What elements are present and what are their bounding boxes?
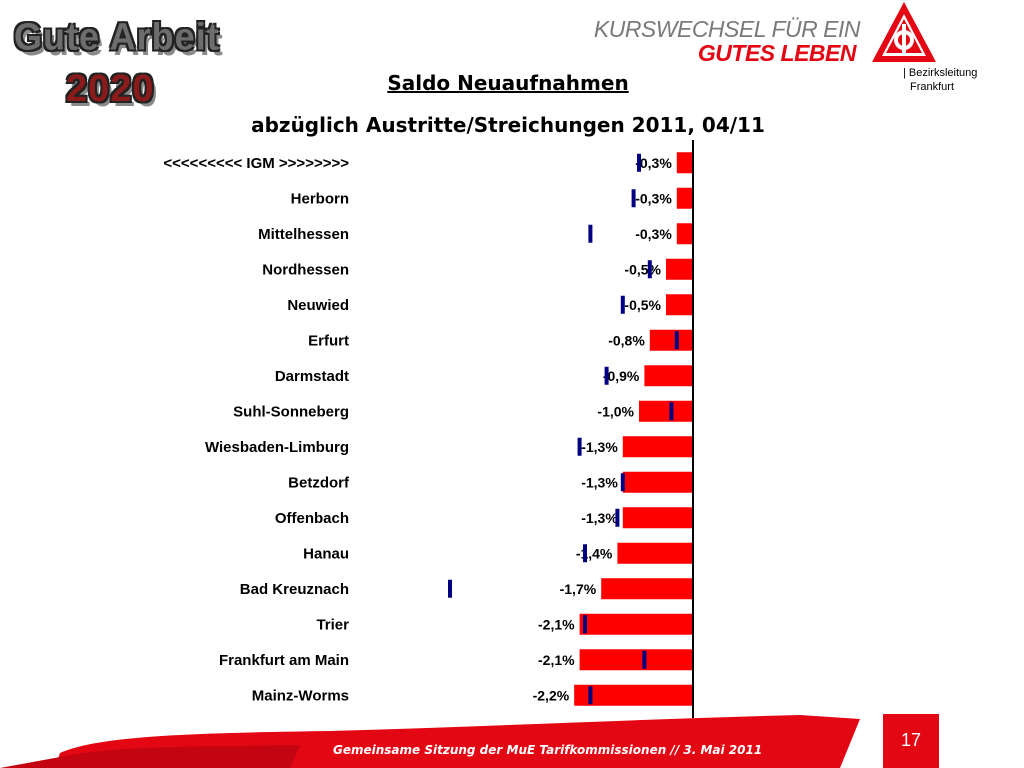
bar: [666, 294, 693, 316]
comparison-marker: [604, 366, 609, 385]
slogan-line-1: KURSWECHSEL FÜR EIN: [593, 16, 861, 42]
igm-logo-icon: [872, 2, 936, 62]
data-label: -1,3%: [581, 474, 618, 490]
bar: [574, 684, 693, 706]
page-number: 17: [900, 730, 922, 750]
category-label: Bad Kreuznach: [240, 581, 349, 598]
category-label: Hanau: [303, 545, 349, 562]
data-label: -0,5%: [624, 261, 661, 277]
category-label: <<<<<<<<< IGM >>>>>>>>: [163, 155, 349, 172]
page-number-box: [883, 714, 939, 768]
bar: [649, 329, 693, 351]
comparison-marker: [647, 260, 652, 279]
bar: [622, 507, 693, 529]
region-label-line-2: Frankfurt: [910, 81, 955, 93]
comparison-marker: [631, 189, 636, 208]
chart-title: Saldo Neuaufnahmen: [387, 71, 629, 95]
category-label: Neuwied: [287, 297, 349, 314]
footer-text: Gemeinsame Sitzung der MuE Tarifkommissi…: [333, 743, 763, 757]
data-label: -1,7%: [560, 581, 597, 597]
data-label: -1,3%: [581, 439, 618, 455]
data-label: -2,2%: [533, 687, 570, 703]
data-label: -0,5%: [624, 297, 661, 313]
data-label: -2,1%: [538, 652, 575, 668]
comparison-marker: [583, 544, 587, 563]
bar: [639, 400, 693, 422]
category-label: Wiesbaden-Limburg: [205, 439, 349, 456]
bar: [676, 187, 693, 209]
chart-subtitle: abzüglich Austritte/Streichungen 2011, 0…: [251, 113, 765, 137]
comparison-marker: [637, 153, 641, 172]
bar: [601, 578, 693, 600]
category-label: Herborn: [291, 190, 349, 207]
data-label: -0,9%: [603, 368, 640, 384]
bar: [579, 613, 693, 635]
category-label: Darmstadt: [275, 368, 349, 385]
bar: [644, 365, 693, 387]
gute-arbeit-year-logo: 2020: [66, 68, 155, 110]
category-label: Nordhessen: [262, 261, 349, 278]
category-label: Mainz-Worms: [252, 687, 349, 704]
comparison-marker: [588, 224, 593, 243]
category-label: Suhl-Sonneberg: [233, 403, 349, 420]
category-label: Erfurt: [308, 332, 349, 349]
data-label: -0,3%: [635, 155, 672, 171]
data-label: -0,3%: [635, 190, 672, 206]
bar: [579, 649, 693, 671]
bar: [622, 471, 693, 493]
comparison-marker: [577, 437, 582, 456]
data-label: -1,0%: [597, 403, 634, 419]
data-label: -0,3%: [635, 226, 672, 242]
category-label: Trier: [316, 616, 349, 633]
comparison-marker: [620, 295, 625, 314]
category-label: Frankfurt am Main: [219, 652, 349, 669]
category-label: Offenbach: [275, 510, 349, 527]
data-label: -2,1%: [538, 616, 575, 632]
comparison-marker: [583, 615, 587, 634]
bar: [666, 258, 693, 280]
gute-arbeit-logo: Gute Arbeit: [14, 14, 220, 58]
bar: [622, 436, 693, 458]
region-label-line-1: | Bezirksleitung: [903, 67, 978, 79]
comparison-marker: [448, 579, 452, 598]
comparison-marker: [588, 686, 593, 705]
data-label: -1,4%: [576, 545, 613, 561]
comparison-marker: [669, 402, 674, 421]
comparison-marker: [615, 508, 620, 527]
comparison-marker: [674, 331, 679, 350]
bar: [676, 152, 693, 174]
data-label: -0,8%: [608, 332, 645, 348]
bar: [676, 223, 693, 245]
bar: [617, 542, 693, 564]
data-label: -1,3%: [581, 510, 618, 526]
comparison-marker: [642, 650, 647, 669]
footer-band: [0, 715, 860, 768]
slogan-line-2: GUTES LEBEN: [697, 40, 857, 66]
comparison-marker: [620, 473, 625, 492]
category-label: Betzdorf: [288, 474, 350, 491]
category-label: Mittelhessen: [258, 226, 349, 243]
